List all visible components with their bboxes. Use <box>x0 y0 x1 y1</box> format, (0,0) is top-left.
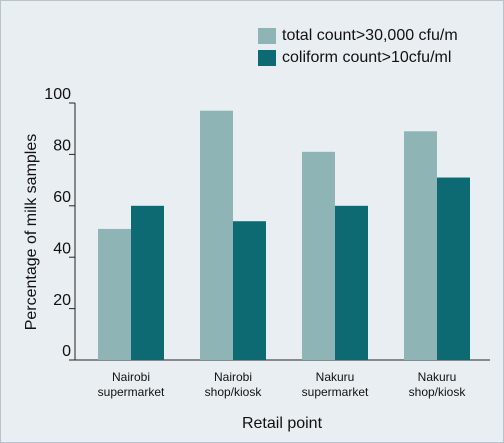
x-axis-label: Retail point <box>242 415 323 432</box>
bar <box>131 205 164 360</box>
bar <box>302 151 335 360</box>
y-tick-label: 0 <box>62 343 71 360</box>
x-tick-label: Nakuru supermarket <box>302 370 369 399</box>
x-tick-label: Nakuru shop/kiosk <box>409 370 467 399</box>
y-tick-label: 80 <box>53 138 71 155</box>
bar <box>233 221 266 360</box>
y-axis-label: Percentage of milk samples <box>23 134 40 331</box>
y-tick-label: 60 <box>53 189 71 206</box>
bar <box>200 110 233 361</box>
bar <box>98 228 131 360</box>
y-tick-label: 100 <box>44 86 71 103</box>
bar <box>437 177 470 360</box>
x-tick-label: Nairobi supermarket <box>98 370 165 399</box>
legend-swatch <box>258 28 276 44</box>
y-tick-label: 20 <box>53 292 71 309</box>
bar <box>335 205 368 360</box>
x-tick-label: Nairobi shop/kiosk <box>205 370 263 399</box>
y-tick-label: 40 <box>53 240 71 257</box>
bar <box>404 131 437 360</box>
legend-label: coliform count>10cfu/ml <box>282 49 451 66</box>
legend-label: total count>30,000 cfu/m <box>282 27 458 44</box>
legend-swatch <box>258 50 276 66</box>
